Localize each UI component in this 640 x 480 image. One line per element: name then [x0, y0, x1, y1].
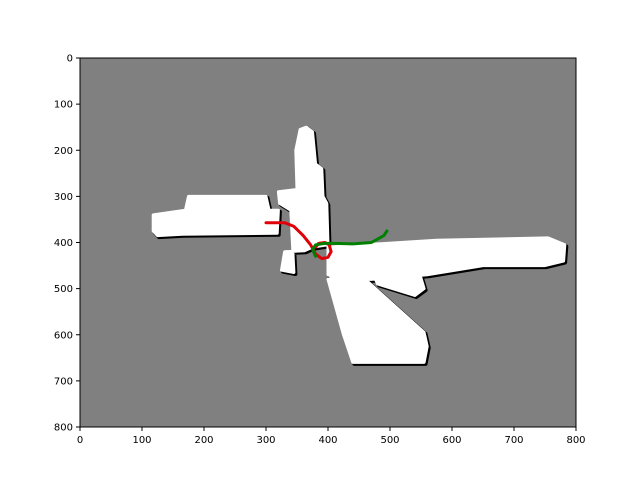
x-tick-label: 0 [77, 435, 83, 446]
x-tick-label: 300 [256, 435, 275, 446]
y-tick-label: 600 [54, 330, 73, 341]
y-tick-label: 0 [67, 54, 73, 65]
trajectories [264, 221, 389, 261]
free-space-diagonal-arm [326, 273, 429, 364]
y-tick-label: 300 [54, 192, 73, 203]
x-tick-label: 800 [566, 435, 585, 446]
x-tick-label: 600 [442, 435, 461, 446]
x-tick-label: 700 [504, 435, 523, 446]
y-axis: 0 100 200 300 400 500 600 700 800 [54, 54, 80, 434]
free-space-left-wing [151, 194, 280, 238]
y-tick-label: 700 [54, 376, 73, 387]
y-tick-label: 400 [54, 238, 73, 249]
y-tick-label: 500 [54, 284, 73, 295]
y-tick-label: 800 [54, 423, 73, 434]
x-tick-label: 200 [194, 435, 213, 446]
free-space-vertical-corridor [276, 125, 330, 274]
x-tick-label: 100 [132, 435, 151, 446]
x-tick-label: 400 [318, 435, 337, 446]
free-space-lower-right-arm [369, 266, 426, 297]
y-tick-label: 200 [54, 146, 73, 157]
x-tick-label: 500 [380, 435, 399, 446]
x-axis: 0 100 200 300 400 500 600 700 800 [77, 427, 586, 446]
map-regions [151, 125, 569, 366]
y-tick-label: 100 [54, 100, 73, 111]
trajectory-line-1 [311, 229, 389, 258]
